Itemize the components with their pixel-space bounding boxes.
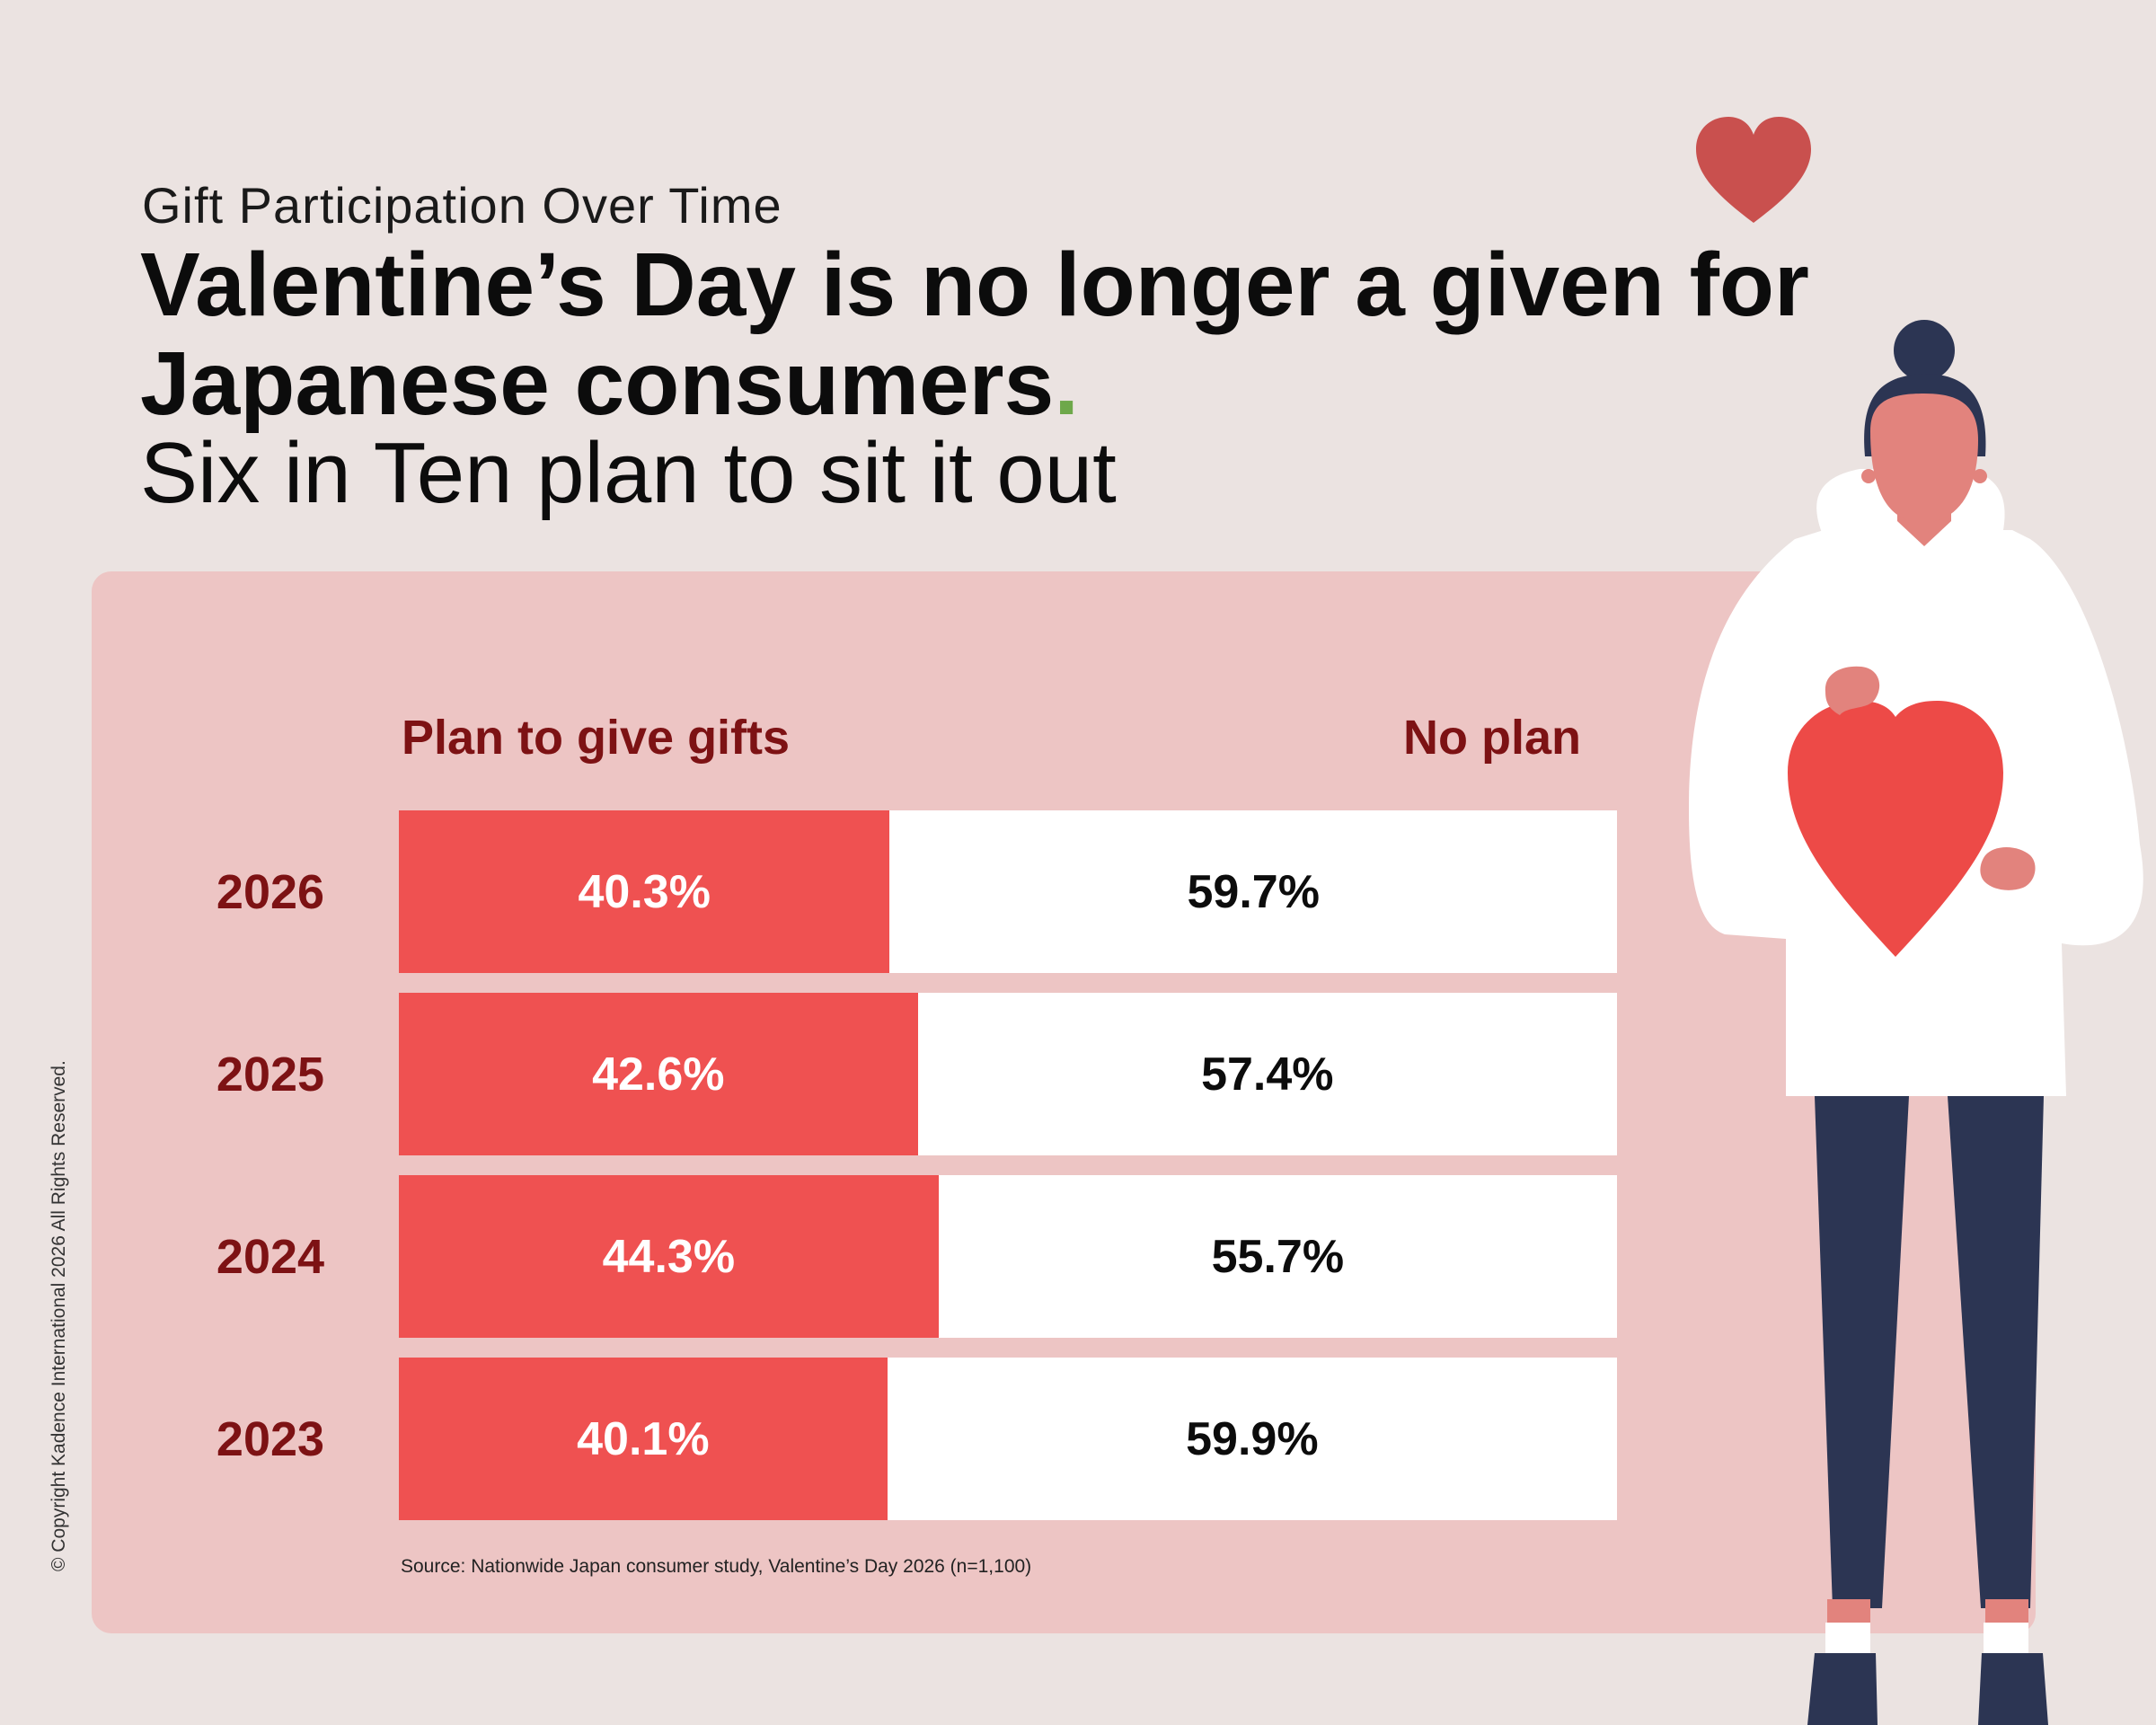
bar-value-label: 55.7% [1211,1230,1345,1283]
bar-row: 40.1% 59.9% [399,1358,1617,1520]
bar-value-label: 59.7% [1187,865,1320,918]
year-label: 2023 [216,1412,325,1466]
year-label: 2026 [216,865,325,919]
bar-value-label: 40.1% [577,1412,710,1465]
headline-dot: . [1054,333,1079,434]
copyright-note: © Copyright Kadence International 2026 A… [49,1060,69,1571]
subheadline: Six in Ten plan to sit it out [140,425,1117,521]
year-label: 2025 [216,1048,325,1101]
bar-no-plan: 55.7% [938,1175,1617,1338]
bar-row: 42.6% 57.4% [399,993,1617,1155]
bar-no-plan: 59.7% [889,810,1617,973]
legend-no-plan: No plan [1403,711,1581,765]
year-label: 2024 [216,1230,325,1284]
bar-row: 40.3% 59.7% [399,810,1617,973]
bar-plan-to-give: 42.6% [399,993,918,1155]
source-note: Source: Nationwide Japan consumer study,… [401,1556,1032,1577]
headline: Valentine’s Day is no longer a given for… [140,235,1847,433]
small-heart-icon [1696,117,1811,223]
bar-value-label: 57.4% [1201,1048,1334,1101]
eyebrow-title: Gift Participation Over Time [142,177,782,234]
bar-no-plan: 59.9% [887,1358,1617,1520]
bar-plan-to-give: 40.1% [399,1358,888,1520]
bar-value-label: 59.9% [1186,1412,1319,1465]
headline-text: Valentine’s Day is no longer a given for… [140,234,1809,434]
bar-value-label: 40.3% [578,865,711,918]
legend-plan-to-give: Plan to give gifts [402,711,791,765]
bar-row: 44.3% 55.7% [399,1175,1617,1338]
bar-value-label: 44.3% [602,1230,736,1283]
bar-plan-to-give: 44.3% [399,1175,939,1338]
bar-no-plan: 57.4% [917,993,1617,1155]
woman-holding-heart-illustration [1689,320,2143,1725]
bar-plan-to-give: 40.3% [399,810,890,973]
bar-value-label: 42.6% [592,1048,725,1101]
